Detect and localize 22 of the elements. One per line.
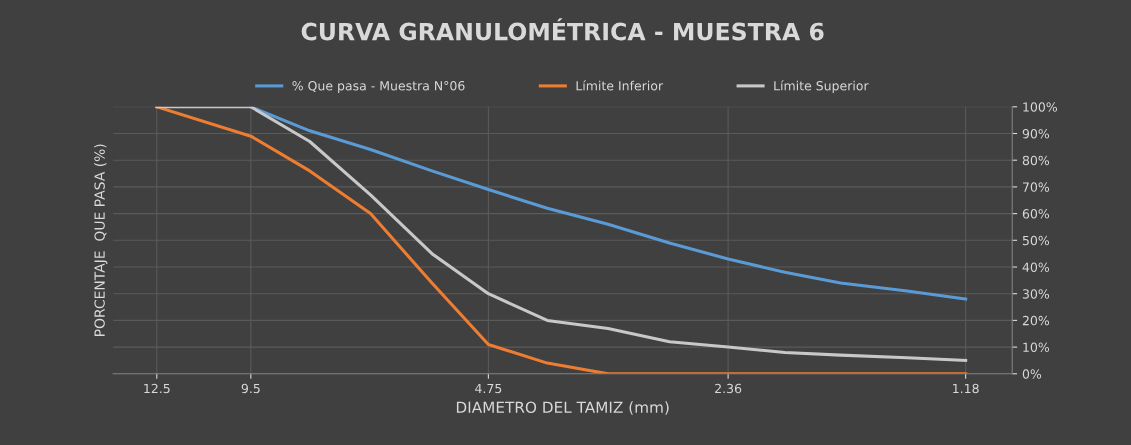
x-tick-label: 2.36 xyxy=(715,383,742,394)
y-tick-label: 60% xyxy=(1022,209,1050,219)
x-axis-title: DIAMETRO DEL TAMIZ (mm) xyxy=(456,401,669,415)
legend-label: % Que pasa - Muestra N°06 xyxy=(292,81,465,93)
y-tick-label: 10% xyxy=(1023,342,1050,353)
x-tick-label: 1.18 xyxy=(953,383,979,394)
x-tick-label: 12.5 xyxy=(144,383,170,394)
y-tick-label: 80% xyxy=(1022,155,1050,166)
y-tick-label: 30% xyxy=(1022,289,1050,299)
y-tick-label: 40% xyxy=(1022,262,1050,272)
y-axis-title: PORCENTAJE QUE PASA (%) xyxy=(94,144,108,336)
x-tick-label: 4.75 xyxy=(475,383,502,394)
chart-title: CURVA GRANULOMÉTRICA - MUESTRA 6 xyxy=(301,18,824,41)
x-tick-label: 9.5 xyxy=(241,383,260,394)
legend-label: Límite Inferior xyxy=(576,80,664,91)
y-tick-label: 0% xyxy=(1022,369,1042,379)
y-tick-label: 70% xyxy=(1022,182,1050,192)
legend-label: Límite Superior xyxy=(774,80,869,93)
y-tick-label: 100% xyxy=(1023,102,1058,112)
y-tick-label: 20% xyxy=(1022,315,1050,326)
y-tick-label: 50% xyxy=(1022,235,1050,246)
y-tick-label: 90% xyxy=(1022,128,1050,139)
